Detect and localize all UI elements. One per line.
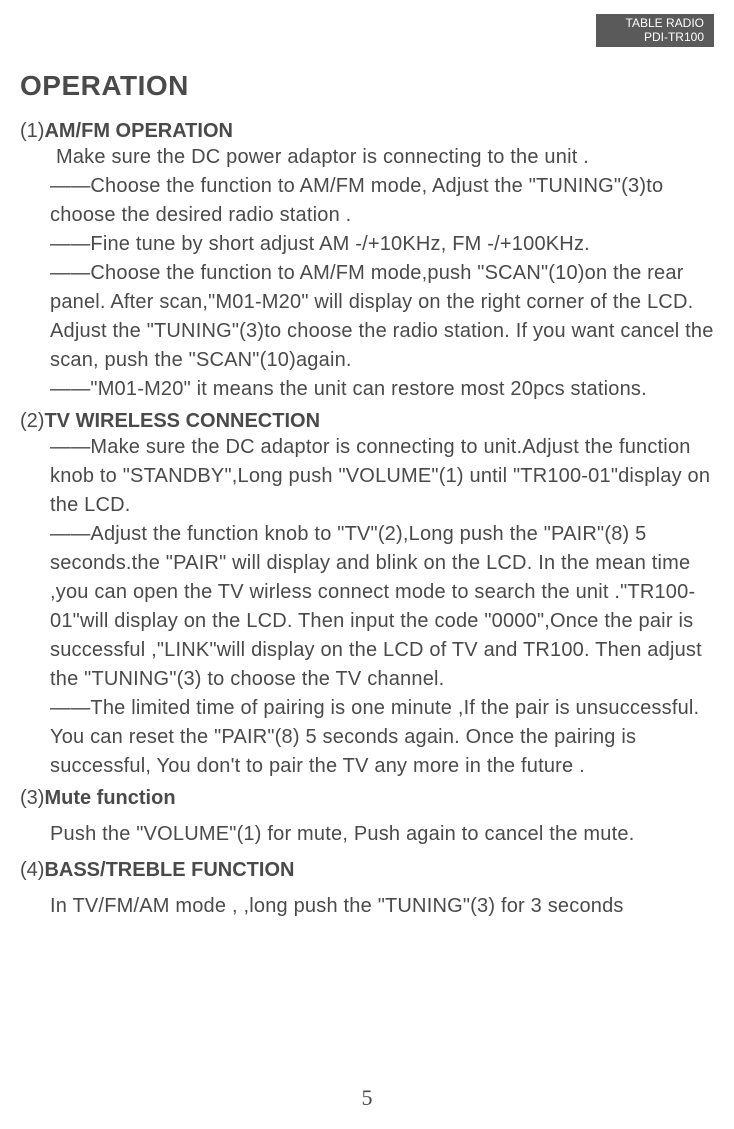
header-line2: PDI-TR100 [626,30,704,44]
section-3-title: Mute function [44,787,175,810]
header-label: TABLE RADIO PDI-TR100 [596,14,714,47]
section-2: (2) TV WIRELESS CONNECTION ——Make sure t… [20,410,714,781]
section-2-body: ——Make sure the DC adaptor is connecting… [50,433,714,781]
section-1-num: (1) [20,120,44,143]
main-heading: OPERATION [20,70,714,102]
section-3-num: (3) [20,787,44,810]
section-1: (1) AM/FM OPERATION Make sure the DC pow… [20,120,714,404]
section-4: (4) BASS/TREBLE FUNCTION In TV/FM/AM mod… [20,859,714,921]
header-line1: TABLE RADIO [626,16,704,30]
section-4-title: BASS/TREBLE FUNCTION [44,859,294,882]
section-2-num: (2) [20,410,44,433]
page-content: OPERATION (1) AM/FM OPERATION Make sure … [20,0,714,921]
page-number: 5 [362,1085,373,1111]
section-1-body: Make sure the DC power adaptor is connec… [50,143,714,404]
section-3-body: Push the "VOLUME"(1) for mute, Push agai… [50,820,714,849]
section-4-body: In TV/FM/AM mode , ,long push the "TUNIN… [50,892,714,921]
section-2-title: TV WIRELESS CONNECTION [44,410,320,433]
section-4-num: (4) [20,859,44,882]
section-1-title: AM/FM OPERATION [44,120,233,143]
section-3: (3) Mute function Push the "VOLUME"(1) f… [20,787,714,849]
